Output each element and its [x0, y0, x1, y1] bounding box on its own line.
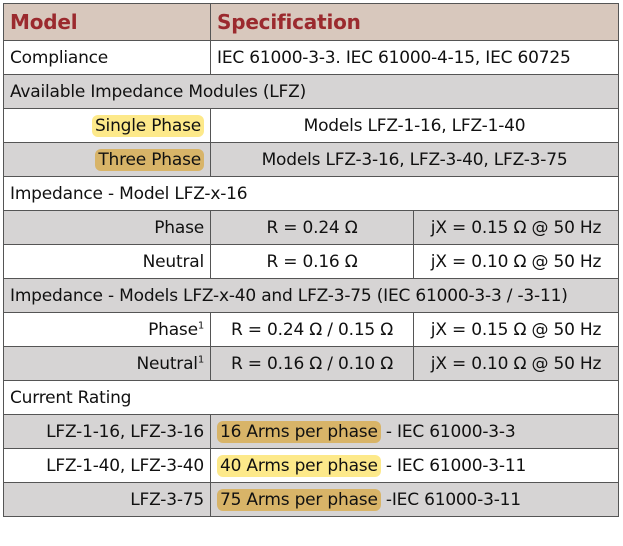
- current-16-standard: - IEC 61000-3-3: [380, 421, 516, 442]
- impedance16-title: Impedance - Model LFZ-x-16: [2, 176, 620, 211]
- impedance40-neutral-label: Neutral: [136, 353, 198, 374]
- current-75-value: 75 Arms per phase -IEC 61000-3-11: [209, 482, 620, 517]
- impedance40-phase-jx: jX = 0.15 Ω @ 50 Hz: [412, 312, 620, 347]
- three-phase-label: Three Phase: [95, 148, 204, 171]
- impedance16-phase-r: R = 0.24 Ω: [210, 210, 414, 245]
- three-phase-row: Three Phase Models LFZ-3-16, LFZ-3-40, L…: [3, 142, 620, 177]
- footnote-marker: 1: [197, 353, 204, 365]
- impedance16-phase-jx: jX = 0.15 Ω @ 50 Hz: [412, 210, 620, 245]
- current-section-row: Current Rating: [2, 380, 620, 415]
- three-phase-value: Models LFZ-3-16, LFZ-3-40, LFZ-3-75: [209, 142, 620, 177]
- current-16-value: 16 Arms per phase - IEC 61000-3-3: [209, 414, 620, 449]
- impedance16-neutral-label: Neutral: [3, 244, 211, 279]
- current-row-40: LFZ-1-40, LFZ-3-40 40 Arms per phase - I…: [3, 448, 620, 483]
- current-75-highlight: 75 Arms per phase: [217, 488, 381, 511]
- impedance16-neutral-row: Neutral R = 0.16 Ω jX = 0.10 Ω @ 50 Hz: [3, 244, 620, 279]
- current-75-label: LFZ-3-75: [3, 482, 211, 517]
- current-row-75: LFZ-3-75 75 Arms per phase -IEC 61000-3-…: [3, 482, 620, 517]
- spec-table: Model Specification Compliance IEC 61000…: [2, 3, 620, 517]
- current-title: Current Rating: [2, 380, 620, 415]
- compliance-row: Compliance IEC 61000-3-3. IEC 61000-4-15…: [3, 40, 620, 75]
- impedance40-neutral-r: R = 0.16 Ω / 0.10 Ω: [210, 346, 414, 381]
- table-header-row: Model Specification: [3, 3, 620, 41]
- current-75-standard: -IEC 61000-3-11: [380, 489, 521, 510]
- impedance40-title: Impedance - Models LFZ-x-40 and LFZ-3-75…: [2, 278, 620, 313]
- current-40-highlight: 40 Arms per phase: [217, 454, 381, 477]
- impedance16-section-row: Impedance - Model LFZ-x-16: [2, 176, 620, 211]
- impedance40-neutral-cell: Neutral1: [3, 346, 211, 381]
- current-40-label: LFZ-1-40, LFZ-3-40: [3, 448, 211, 483]
- impedance40-phase-row: Phase1 R = 0.24 Ω / 0.15 Ω jX = 0.15 Ω @…: [3, 312, 620, 347]
- compliance-value: IEC 61000-3-3. IEC 61000-4-15, IEC 60725: [209, 40, 620, 75]
- impedance16-phase-row: Phase R = 0.24 Ω jX = 0.15 Ω @ 50 Hz: [3, 210, 620, 245]
- impedance40-neutral-jx: jX = 0.10 Ω @ 50 Hz: [412, 346, 620, 381]
- three-phase-cell: Three Phase: [3, 142, 211, 177]
- single-phase-cell: Single Phase: [3, 108, 211, 143]
- header-specification: Specification: [209, 3, 620, 41]
- header-model: Model: [3, 3, 211, 41]
- spec-table-container: Model Specification Compliance IEC 61000…: [2, 3, 620, 517]
- compliance-label: Compliance: [3, 40, 211, 75]
- modules-section-row: Available Impedance Modules (LFZ): [2, 74, 620, 109]
- impedance16-phase-label: Phase: [3, 210, 211, 245]
- impedance40-phase-r: R = 0.24 Ω / 0.15 Ω: [210, 312, 414, 347]
- current-40-value: 40 Arms per phase - IEC 61000-3-11: [209, 448, 620, 483]
- modules-section-title: Available Impedance Modules (LFZ): [2, 74, 620, 109]
- current-16-highlight: 16 Arms per phase: [217, 420, 381, 443]
- current-row-16: LFZ-1-16, LFZ-3-16 16 Arms per phase - I…: [3, 414, 620, 449]
- impedance40-neutral-row: Neutral1 R = 0.16 Ω / 0.10 Ω jX = 0.10 Ω…: [3, 346, 620, 381]
- single-phase-value: Models LFZ-1-16, LFZ-1-40: [209, 108, 620, 143]
- impedance16-neutral-jx: jX = 0.10 Ω @ 50 Hz: [412, 244, 620, 279]
- impedance40-phase-cell: Phase1: [3, 312, 211, 347]
- current-16-label: LFZ-1-16, LFZ-3-16: [3, 414, 211, 449]
- impedance16-neutral-r: R = 0.16 Ω: [210, 244, 414, 279]
- single-phase-row: Single Phase Models LFZ-1-16, LFZ-1-40: [3, 108, 620, 143]
- current-40-standard: - IEC 61000-3-11: [380, 455, 527, 476]
- impedance40-phase-label: Phase: [148, 319, 198, 340]
- single-phase-label: Single Phase: [91, 114, 204, 137]
- impedance40-section-row: Impedance - Models LFZ-x-40 and LFZ-3-75…: [2, 278, 620, 313]
- footnote-marker: 1: [197, 319, 204, 331]
